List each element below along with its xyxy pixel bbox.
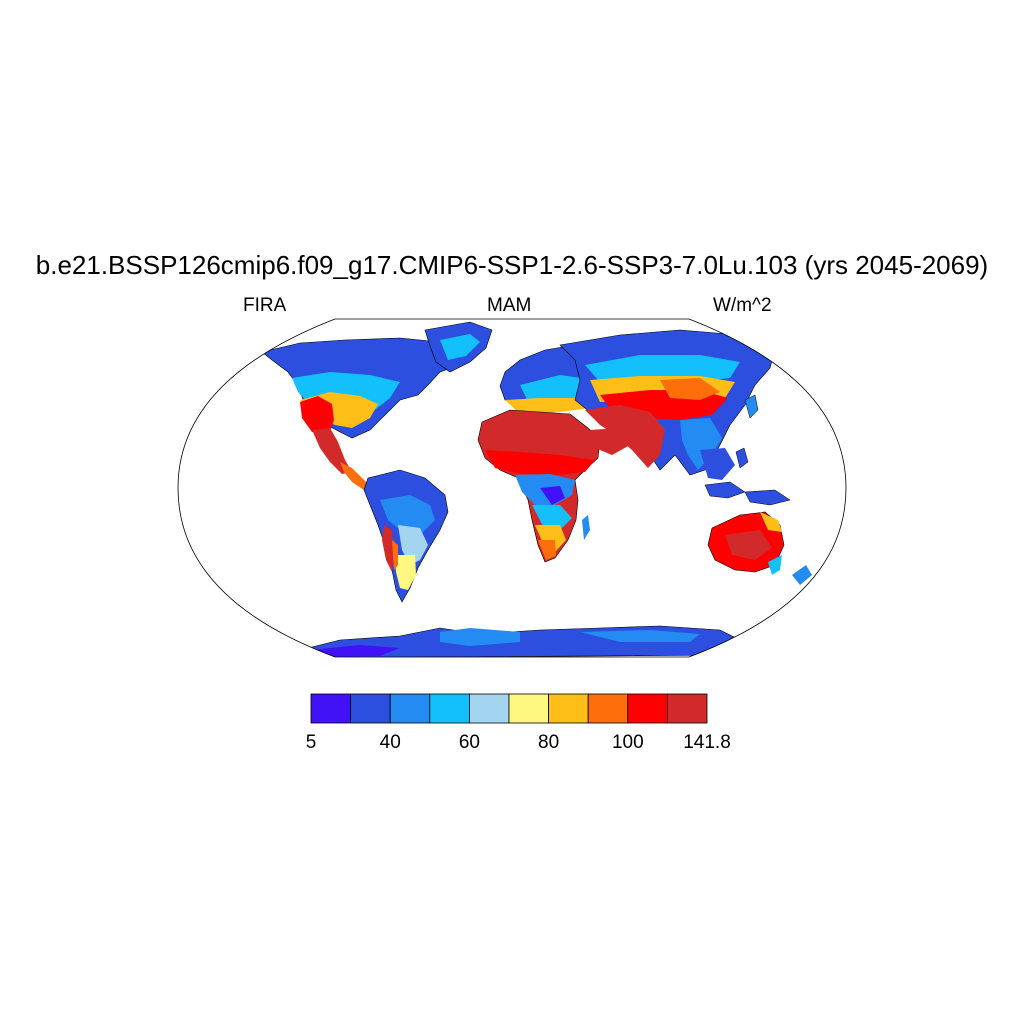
plot-title: b.e21.BSSP126cmip6.f09_g17.CMIP6-SSP1-2.… (35, 250, 989, 280)
colorbar-box (548, 693, 589, 724)
colorbar-box (667, 693, 708, 724)
colorbar-box (508, 693, 549, 724)
colorbar-box (350, 693, 391, 724)
units-label: W/m^2 (713, 295, 772, 316)
colorbar-box (587, 693, 629, 724)
colorbar-box (389, 693, 431, 724)
colorbar-label: 141.8 (683, 732, 731, 753)
andes-hot (382, 525, 394, 572)
colorbar-box (429, 693, 470, 724)
colorbar-label: 40 (380, 732, 401, 753)
map-border (177, 318, 847, 658)
colorbar-box (310, 693, 351, 724)
colorbar-label: 80 (538, 732, 559, 753)
colorbar-label: 5 (306, 732, 317, 753)
variable-label: FIRA (243, 295, 287, 316)
colorbar-boxes (310, 693, 708, 724)
central-america (340, 462, 370, 490)
mexico-hot (312, 428, 352, 474)
colorbar-box (627, 693, 668, 724)
colorbar-box (468, 693, 510, 724)
colorbar-labels: 5 40 60 80 100 141.8 (306, 732, 731, 753)
colorbar-label: 60 (459, 732, 480, 753)
us-southwest-hot (300, 396, 334, 436)
season-label: MAM (487, 295, 532, 316)
colorbar-label: 100 (612, 732, 644, 753)
